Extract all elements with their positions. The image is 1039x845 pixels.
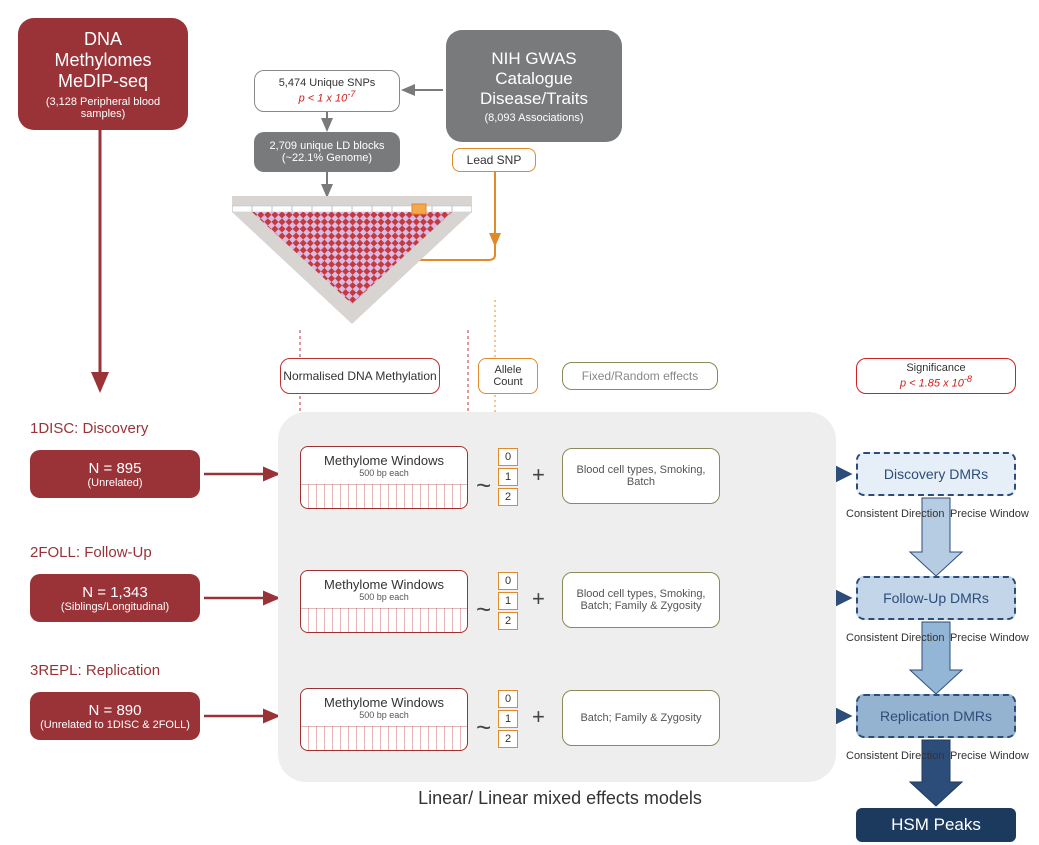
ld-triangle-graphic — [232, 196, 472, 341]
allele-stack-2: 0 1 2 — [498, 690, 518, 748]
header-fixed-random: Fixed/Random effects — [562, 362, 718, 390]
allele-stack-1: 0 1 2 — [498, 572, 518, 630]
dna-line3: MeDIP-seq — [58, 71, 148, 92]
cohort-n-box-1: N = 1,343(Siblings/Longitudinal) — [30, 574, 200, 622]
fixed-effects-2: Batch; Family & Zygosity — [562, 690, 720, 746]
annot-left-1: Consistent Direction — [846, 632, 944, 644]
hsm-peaks-box: HSM Peaks — [856, 808, 1016, 842]
allele-cell: 2 — [498, 612, 518, 630]
methylome-windows-1: Methylome Windows500 bp each — [300, 570, 468, 633]
allele-cell: 0 — [498, 690, 518, 708]
significance-pval: p < 1.85 x 10-8 — [900, 374, 972, 390]
ld-line1: 2,709 unique LD blocks — [270, 140, 385, 152]
nih-line2: Catalogue — [495, 69, 573, 89]
dna-methylomes-box: DNA Methylomes MeDIP-seq (3,128 Peripher… — [18, 18, 188, 130]
snp-pval: p < 1 x 10-7 — [299, 89, 356, 105]
dmr-box-1: Follow-Up DMRs — [856, 576, 1016, 620]
lead-snp-label: Lead SNP — [452, 148, 536, 172]
tilde-0: ~ — [476, 470, 491, 501]
annot-left-0: Consistent Direction — [846, 508, 944, 520]
allele-cell: 2 — [498, 730, 518, 748]
allele-stack-0: 0 1 2 — [498, 448, 518, 506]
snp-count: 5,474 Unique SNPs — [279, 77, 376, 89]
nih-line1: NIH GWAS — [491, 49, 576, 69]
cohort-tag-1: 2FOLL: Follow-Up — [30, 544, 152, 561]
cohort-n-box-2: N = 890(Unrelated to 1DISC & 2FOLL) — [30, 692, 200, 740]
plus-1: + — [532, 586, 545, 612]
ld-blocks-box: 2,709 unique LD blocks (~22.1% Genome) — [254, 132, 400, 172]
allele-cell: 0 — [498, 572, 518, 590]
fixed-effects-1: Blood cell types, Smoking, Batch; Family… — [562, 572, 720, 628]
plus-2: + — [532, 704, 545, 730]
annot-right-2: Precise Window — [950, 750, 1029, 762]
tilde-1: ~ — [476, 594, 491, 625]
annot-right-1: Precise Window — [950, 632, 1029, 644]
tilde-2: ~ — [476, 712, 491, 743]
allele-cell: 1 — [498, 468, 518, 486]
dmr-box-0: Discovery DMRs — [856, 452, 1016, 496]
plus-0: + — [532, 462, 545, 488]
nih-sub: (8,093 Associations) — [484, 112, 583, 124]
model-title: Linear/ Linear mixed effects models — [370, 788, 750, 809]
annot-left-2: Consistent Direction — [846, 750, 944, 762]
header-allele-count: Allele Count — [478, 358, 538, 394]
header-norm-meth: Normalised DNA Methylation — [280, 358, 440, 394]
dna-line2: Methylomes — [54, 50, 151, 71]
snp-box: 5,474 Unique SNPs p < 1 x 10-7 — [254, 70, 400, 112]
dmr-box-2: Replication DMRs — [856, 694, 1016, 738]
cohort-n-box-0: N = 895(Unrelated) — [30, 450, 200, 498]
fixed-effects-0: Blood cell types, Smoking, Batch — [562, 448, 720, 504]
ld-line2: (~22.1% Genome) — [282, 152, 372, 164]
dna-line1: DNA — [84, 29, 122, 50]
allele-cell: 0 — [498, 448, 518, 466]
methylome-windows-2: Methylome Windows500 bp each — [300, 688, 468, 751]
methylome-windows-0: Methylome Windows500 bp each — [300, 446, 468, 509]
allele-cell: 1 — [498, 710, 518, 728]
cohort-tag-2: 3REPL: Replication — [30, 662, 160, 679]
header-significance: Significance p < 1.85 x 10-8 — [856, 358, 1016, 394]
dna-sub: (3,128 Peripheral blood samples) — [26, 96, 180, 120]
allele-cell: 1 — [498, 592, 518, 610]
annot-right-0: Precise Window — [950, 508, 1029, 520]
allele-cell: 2 — [498, 488, 518, 506]
nih-gwas-box: NIH GWAS Catalogue Disease/Traits (8,093… — [446, 30, 622, 142]
nih-line3: Disease/Traits — [480, 89, 588, 109]
cohort-tag-0: 1DISC: Discovery — [30, 420, 148, 437]
